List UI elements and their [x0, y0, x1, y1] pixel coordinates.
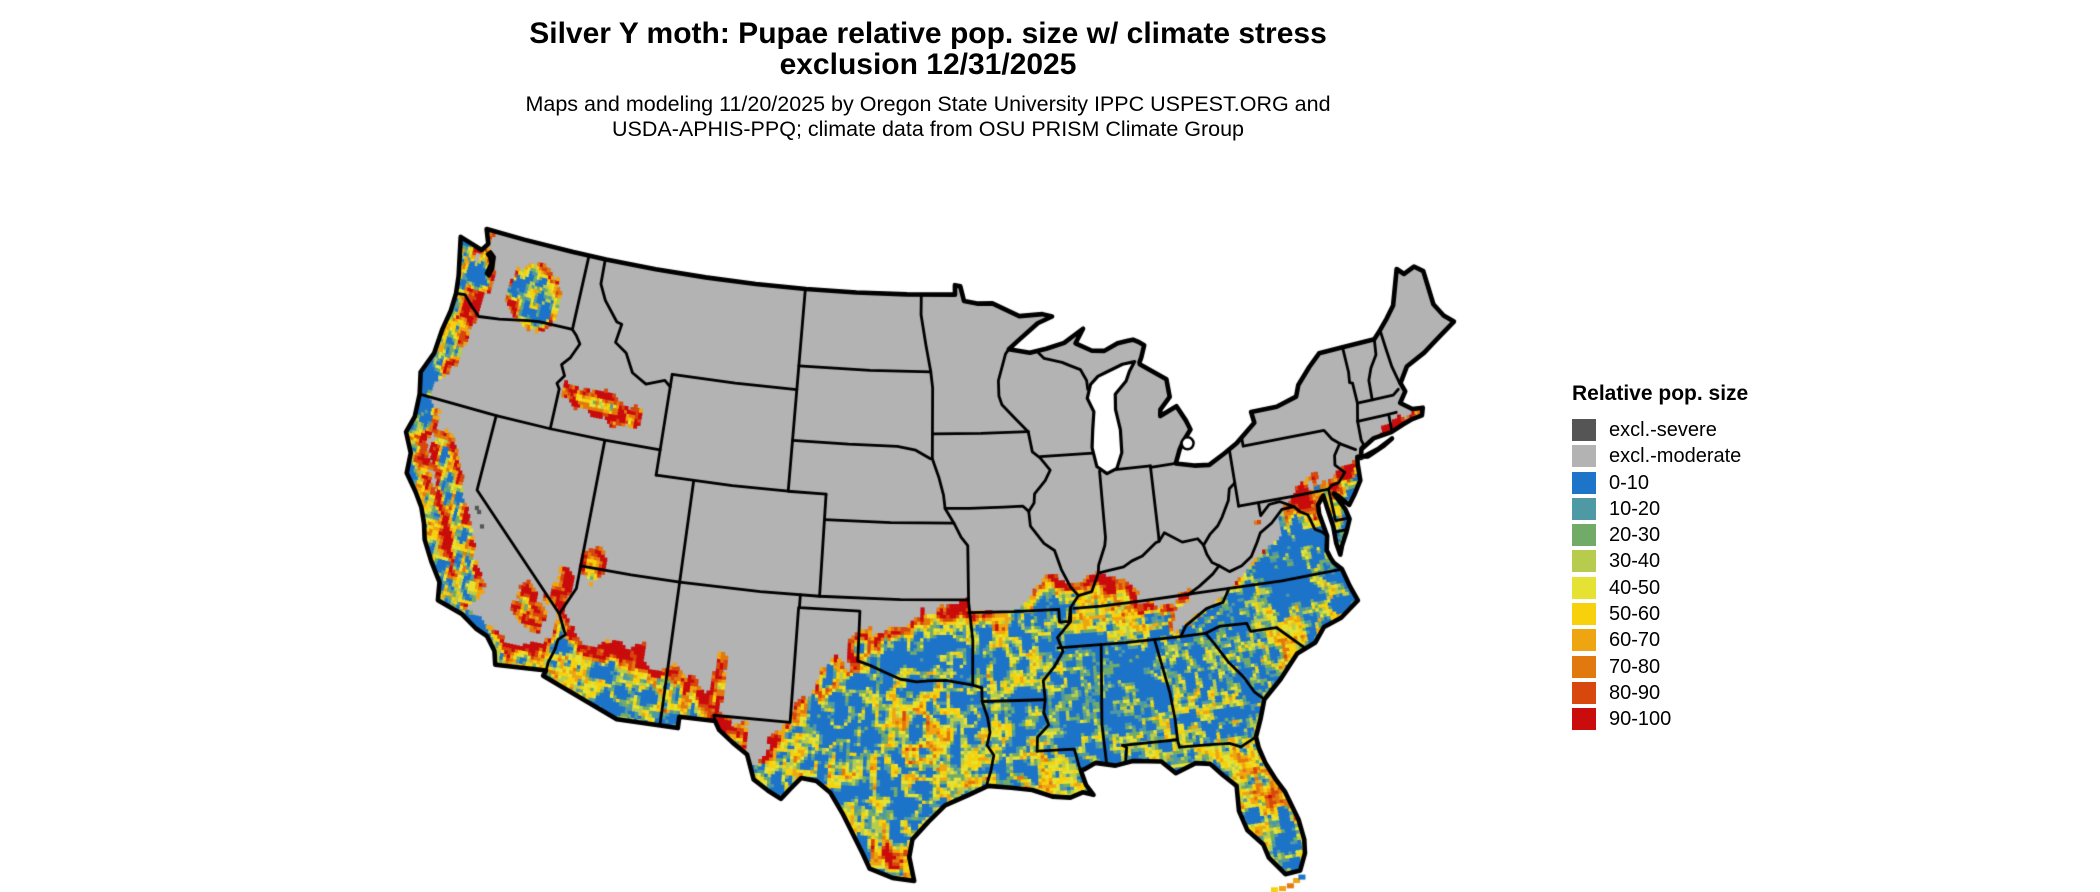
legend-item-label: 0-10 — [1609, 471, 1650, 494]
legend-swatch — [1572, 497, 1596, 520]
legend-item-label: 20-30 — [1609, 524, 1661, 547]
legend-item-label: 60-70 — [1609, 629, 1661, 652]
legend-item-label: 50-60 — [1609, 603, 1661, 626]
figure-title: Silver Y moth: Pupae relative pop. size … — [529, 18, 1327, 80]
legend-swatch — [1572, 603, 1596, 626]
legend-swatch — [1572, 576, 1596, 599]
legend-item-label: 40-50 — [1609, 576, 1661, 599]
legend-item-label: excl.-severe — [1609, 419, 1717, 441]
legend-item-label: 80-90 — [1609, 681, 1661, 704]
legend-item: 30-40 — [1572, 550, 1748, 573]
legend-item-label: 90-100 — [1609, 708, 1672, 731]
figure-title-line2: exclusion 12/31/2025 — [779, 48, 1077, 81]
legend-item-label: 70-80 — [1609, 655, 1661, 678]
legend-swatch — [1572, 655, 1596, 678]
legend-swatch — [1572, 471, 1596, 494]
legend-swatch — [1572, 550, 1596, 573]
legend-item-label: 10-20 — [1609, 497, 1661, 520]
legend-swatch — [1572, 524, 1596, 547]
legend-item: 70-80 — [1572, 655, 1748, 678]
legend-item: 60-70 — [1572, 629, 1748, 652]
legend-swatch — [1572, 445, 1596, 468]
legend-item: 10-20 — [1572, 497, 1748, 520]
figure-title-line1: Silver Y moth: Pupae relative pop. size … — [529, 17, 1327, 50]
legend-item: 90-100 — [1572, 708, 1748, 731]
figure-subtitle: Maps and modeling 11/20/2025 by Oregon S… — [525, 92, 1330, 142]
legend-swatch — [1572, 708, 1596, 731]
legend-items: excl.-severe excl.-moderate 0-10 10-20 2… — [1572, 419, 1748, 731]
legend-item: 40-50 — [1572, 576, 1748, 599]
legend-item-label: 30-40 — [1609, 550, 1661, 573]
legend-item: 50-60 — [1572, 603, 1748, 626]
legend-item: excl.-moderate — [1572, 445, 1748, 468]
legend-item: 0-10 — [1572, 471, 1748, 494]
legend-swatch — [1572, 681, 1596, 704]
legend-item: excl.-severe — [1572, 419, 1748, 441]
figure-subtitle-line2: USDA-APHIS-PPQ; climate data from OSU PR… — [611, 117, 1245, 141]
figure-subtitle-line1: Maps and modeling 11/20/2025 by Oregon S… — [525, 92, 1331, 116]
legend-title: Relative pop. size — [1572, 382, 1749, 405]
legend-item: 80-90 — [1572, 681, 1748, 704]
legend-item-label: excl.-moderate — [1609, 445, 1742, 468]
legend-swatch — [1572, 419, 1596, 441]
legend-swatch — [1572, 629, 1596, 652]
legend: Relative pop. size excl.-severe excl.-mo… — [1572, 382, 1748, 735]
legend-item: 20-30 — [1572, 524, 1748, 547]
